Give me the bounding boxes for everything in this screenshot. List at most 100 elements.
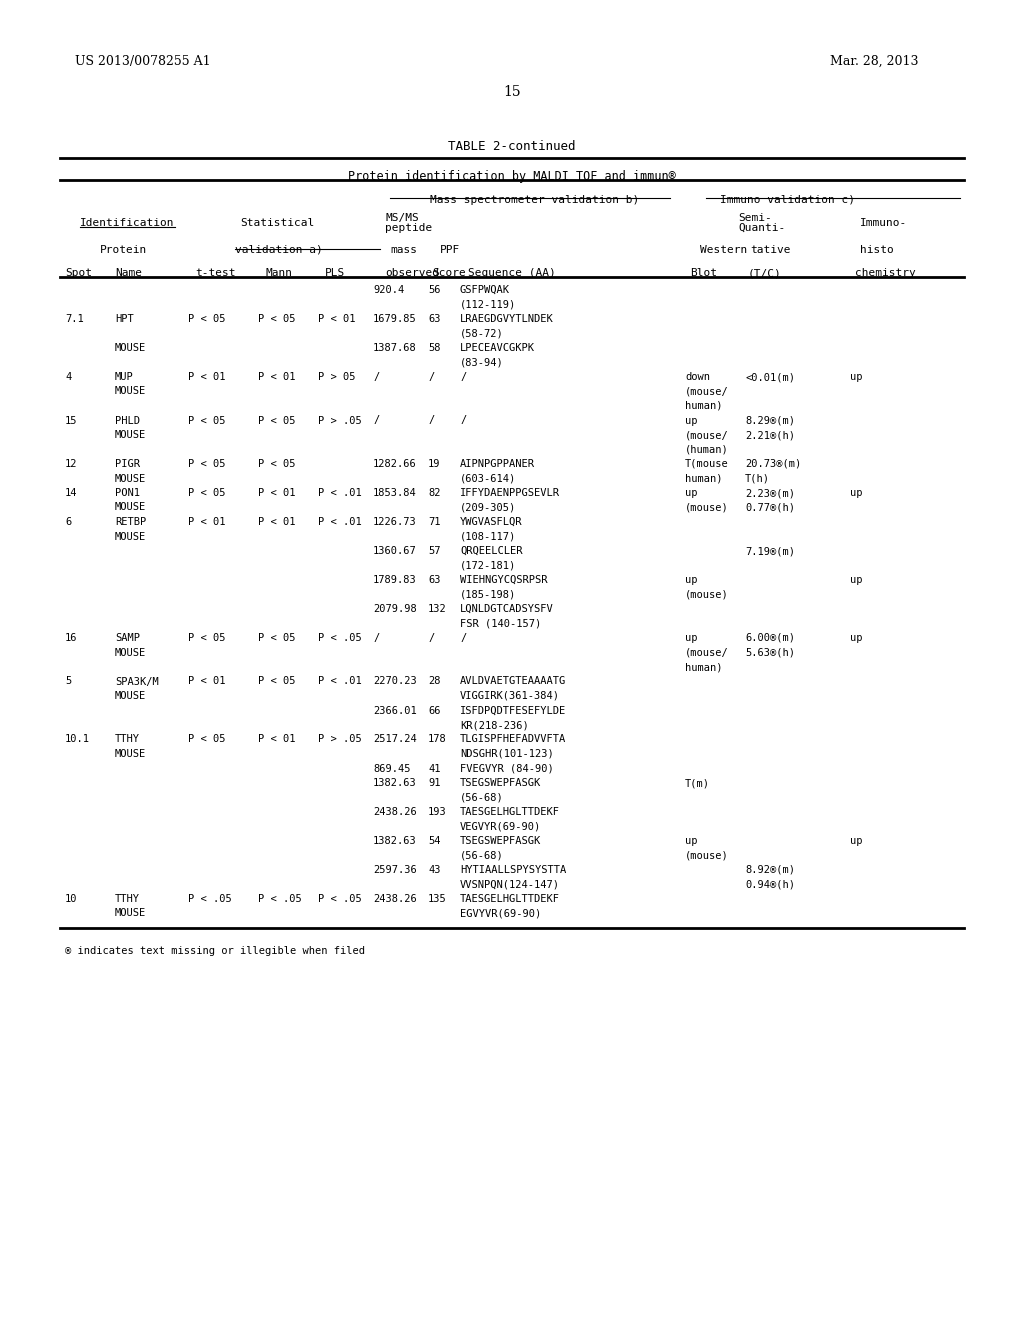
Text: 58: 58 [428,343,440,352]
Text: Score: Score [432,268,466,279]
Text: 66: 66 [428,705,440,715]
Text: human): human) [685,663,723,672]
Text: 4: 4 [65,372,72,381]
Text: P < 05: P < 05 [258,676,296,686]
Text: (mouse/: (mouse/ [685,430,729,440]
Text: P < .01: P < .01 [318,517,361,527]
Text: MOUSE: MOUSE [115,748,146,759]
Text: TSEGSWEPFASGK: TSEGSWEPFASGK [460,836,542,846]
Text: 2597.36: 2597.36 [373,865,417,875]
Text: Immuno-: Immuno- [860,218,907,228]
Text: HPT: HPT [115,314,134,323]
Text: YWGVASFLQR: YWGVASFLQR [460,517,522,527]
Text: 1387.68: 1387.68 [373,343,417,352]
Text: tative: tative [750,246,791,255]
Text: MS/MS: MS/MS [385,213,419,223]
Text: FSR (140-157): FSR (140-157) [460,619,542,628]
Text: VIGGIRK(361-384): VIGGIRK(361-384) [460,690,560,701]
Text: MUP: MUP [115,372,134,381]
Text: /: / [373,372,379,381]
Text: P < 01: P < 01 [188,676,225,686]
Text: P < 01: P < 01 [258,488,296,498]
Text: observed: observed [385,268,439,279]
Text: T(m): T(m) [685,777,710,788]
Text: (603-614): (603-614) [460,474,516,483]
Text: Mann: Mann [265,268,292,279]
Text: MOUSE: MOUSE [115,648,146,657]
Text: Blot: Blot [690,268,717,279]
Text: MOUSE: MOUSE [115,474,146,483]
Text: 28: 28 [428,676,440,686]
Text: 82: 82 [428,488,440,498]
Text: ISFDPQDTFESEFYLDE: ISFDPQDTFESEFYLDE [460,705,566,715]
Text: /: / [428,372,434,381]
Text: 12: 12 [65,459,78,469]
Text: (108-117): (108-117) [460,532,516,541]
Text: MOUSE: MOUSE [115,908,146,919]
Text: TTHY: TTHY [115,894,140,904]
Text: 1226.73: 1226.73 [373,517,417,527]
Text: /: / [373,416,379,425]
Text: SAMP: SAMP [115,634,140,643]
Text: (83-94): (83-94) [460,358,504,367]
Text: KR(218-236): KR(218-236) [460,719,528,730]
Text: (mouse): (mouse) [685,503,729,512]
Text: P < 05: P < 05 [188,488,225,498]
Text: (mouse/: (mouse/ [685,387,729,396]
Text: /: / [373,634,379,643]
Text: 1382.63: 1382.63 [373,836,417,846]
Text: Mar. 28, 2013: Mar. 28, 2013 [830,55,919,69]
Text: TSEGSWEPFASGK: TSEGSWEPFASGK [460,777,542,788]
Text: up: up [850,488,862,498]
Text: P < .05: P < .05 [258,894,302,904]
Text: Immuno validation c): Immuno validation c) [720,195,855,205]
Text: P < 05: P < 05 [188,416,225,425]
Text: 5: 5 [65,676,72,686]
Text: P < 05: P < 05 [188,634,225,643]
Text: 1853.84: 1853.84 [373,488,417,498]
Text: /: / [428,634,434,643]
Text: (56-68): (56-68) [460,850,504,861]
Text: (mouse): (mouse) [685,850,729,861]
Text: 2517.24: 2517.24 [373,734,417,744]
Text: HYTIAALLSPYSYSTTA: HYTIAALLSPYSYSTTA [460,865,566,875]
Text: up: up [850,372,862,381]
Text: T(mouse: T(mouse [685,459,729,469]
Text: WIEHNGYCQSRPSR: WIEHNGYCQSRPSR [460,576,548,585]
Text: P < 05: P < 05 [188,314,225,323]
Text: LPECEAVCGKPK: LPECEAVCGKPK [460,343,535,352]
Text: PPF: PPF [440,246,460,255]
Text: 5.63®(h): 5.63®(h) [745,648,795,657]
Text: 8.92®(m): 8.92®(m) [745,865,795,875]
Text: 15: 15 [503,84,521,99]
Text: P < 01: P < 01 [318,314,355,323]
Text: P < 01: P < 01 [188,372,225,381]
Text: down: down [685,372,710,381]
Text: 2438.26: 2438.26 [373,807,417,817]
Text: P < 05: P < 05 [258,416,296,425]
Text: 2.21®(h): 2.21®(h) [745,430,795,440]
Text: P < 01: P < 01 [258,372,296,381]
Text: 8.29®(m): 8.29®(m) [745,416,795,425]
Text: MOUSE: MOUSE [115,430,146,440]
Text: TTHY: TTHY [115,734,140,744]
Text: P > 05: P > 05 [318,372,355,381]
Text: NDSGHR(101-123): NDSGHR(101-123) [460,748,554,759]
Text: 10.1: 10.1 [65,734,90,744]
Text: t-test: t-test [195,268,236,279]
Text: (56-68): (56-68) [460,792,504,803]
Text: 56: 56 [428,285,440,294]
Text: /: / [460,634,466,643]
Text: MOUSE: MOUSE [115,690,146,701]
Text: AVLDVAETGTEAAAATG: AVLDVAETGTEAAAATG [460,676,566,686]
Text: 135: 135 [428,894,446,904]
Text: P < 05: P < 05 [258,459,296,469]
Text: (mouse): (mouse) [685,590,729,599]
Text: 7.19®(m): 7.19®(m) [745,546,795,556]
Text: PIGR: PIGR [115,459,140,469]
Text: VVSNPQN(124-147): VVSNPQN(124-147) [460,879,560,890]
Text: 2438.26: 2438.26 [373,894,417,904]
Text: 15: 15 [65,416,78,425]
Text: 0.94®(h): 0.94®(h) [745,879,795,890]
Text: peptide: peptide [385,223,432,234]
